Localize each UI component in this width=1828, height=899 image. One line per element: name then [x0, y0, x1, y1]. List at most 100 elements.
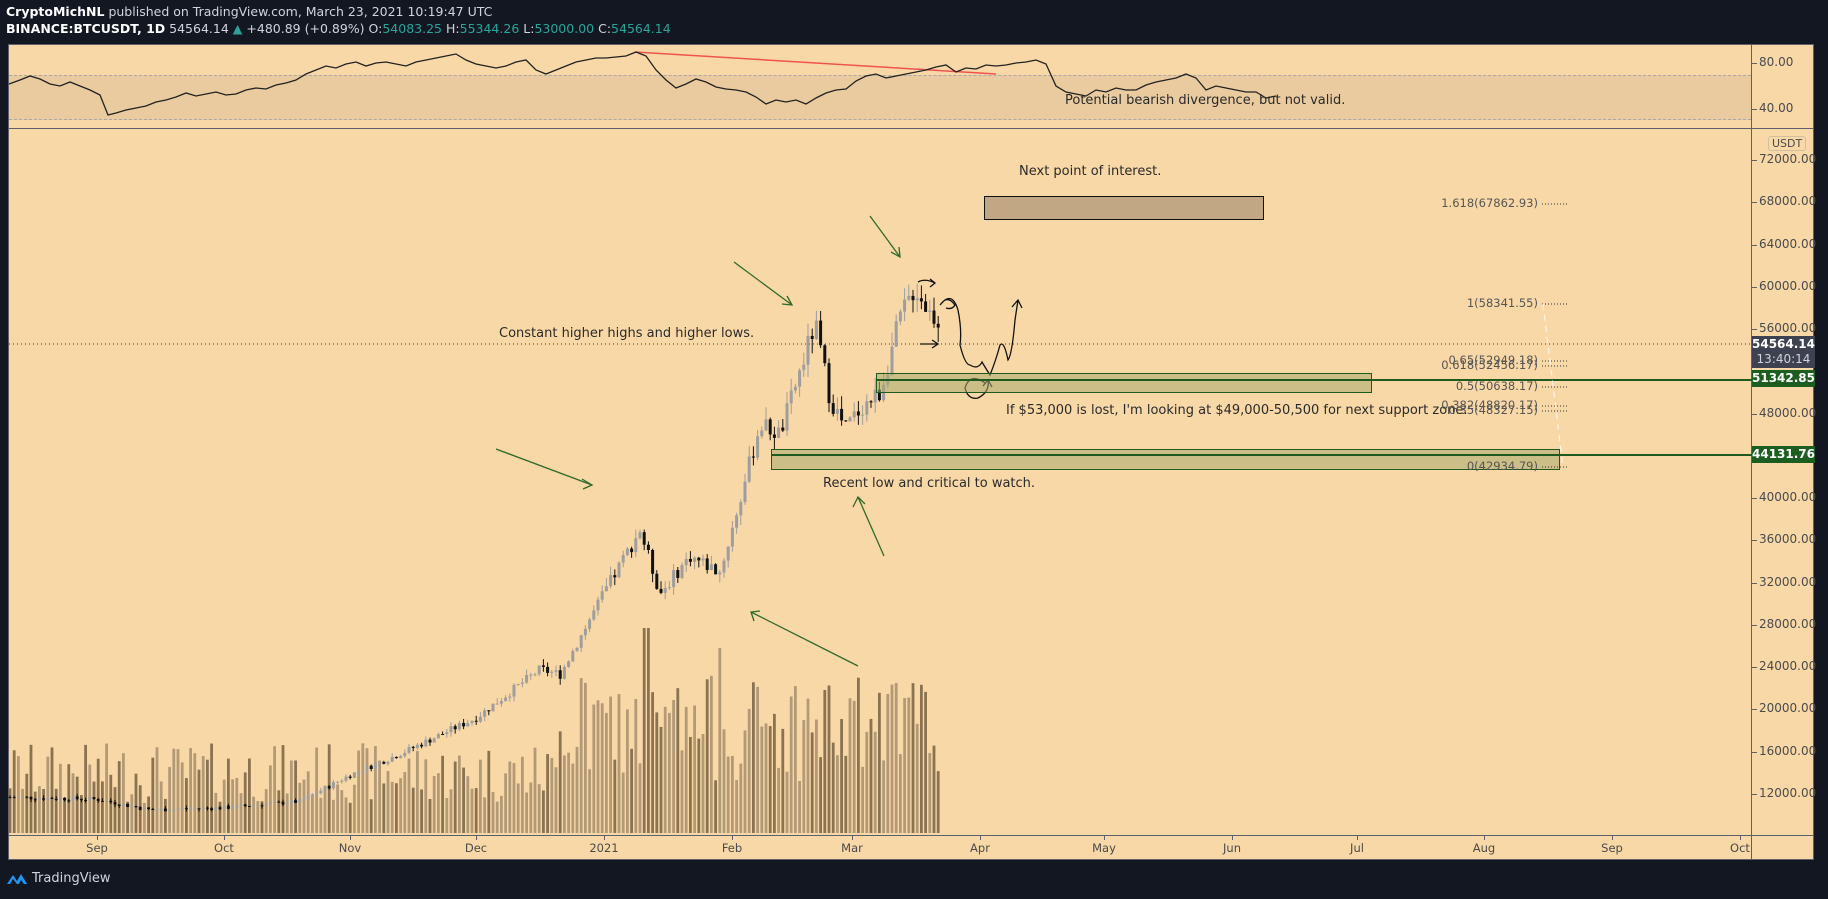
annotation-arrows	[495, 215, 901, 667]
high-label: H:	[446, 21, 460, 36]
recent-low-annotation[interactable]: Recent low and critical to watch.	[823, 476, 1036, 491]
price-axis-border	[1751, 44, 1752, 860]
symbol-label: BINANCE:BTCUSDT, 1D	[6, 21, 166, 36]
price-tick-label: 48000.00	[1759, 405, 1817, 420]
price-tick	[1751, 794, 1757, 795]
price-tick-label: 68000.00	[1759, 194, 1817, 209]
pane-separator[interactable]	[8, 128, 1814, 129]
last-price-value: 54564.14	[1752, 337, 1816, 351]
price-tick	[1751, 540, 1757, 542]
fib-level-065: 0.65(52949.18)	[1448, 353, 1538, 367]
level-line-44131[interactable]	[771, 454, 1752, 456]
time-label: Apr	[970, 841, 990, 855]
low-value: 53000.00	[534, 21, 595, 36]
price-tick-label: 36000.00	[1759, 532, 1817, 547]
hand-drawn-path	[917, 278, 1023, 399]
time-axis-separator	[8, 835, 1814, 836]
time-label: Oct	[1730, 841, 1750, 855]
poi-annotation[interactable]: Next point of interest.	[1019, 164, 1162, 179]
price-tick-label: 24000.00	[1759, 659, 1817, 674]
fib-level-035: 0.35(48327.15)	[1448, 403, 1538, 417]
price-tick-label: 28000.00	[1759, 616, 1817, 631]
time-label: Jun	[1223, 841, 1241, 855]
time-label: Feb	[721, 841, 743, 855]
last-price: 54564.14	[169, 21, 229, 36]
price-tick-label: 60000.00	[1759, 278, 1817, 293]
time-tick	[852, 835, 853, 840]
bar-countdown: 13:40:14	[1756, 352, 1811, 366]
time-tick	[476, 835, 477, 840]
close-value: 54564.14	[611, 21, 671, 36]
author-name[interactable]: CryptoMichNL	[6, 4, 105, 19]
fib-level-0382: 0.382(48820.17)	[1441, 398, 1538, 412]
fib-level-1: 1(58341.55)	[1466, 296, 1538, 310]
level-tag-44131: 44131.76	[1752, 446, 1816, 463]
tradingview-logo-icon	[7, 873, 27, 884]
price-tick-label: 16000.00	[1759, 743, 1817, 758]
next-point-of-interest-zone[interactable]	[984, 196, 1264, 220]
time-label: Oct	[214, 841, 234, 855]
last-price-tag: 54564.14 13:40:14	[1752, 336, 1815, 368]
price-tick-label: 64000.00	[1759, 236, 1817, 251]
price-tick	[1751, 582, 1757, 584]
support-zone[interactable]	[876, 373, 1372, 393]
currency-label[interactable]: USDT	[1768, 136, 1807, 151]
rsi-annotation[interactable]: Potential bearish divergence, but not va…	[1065, 93, 1346, 108]
rsi-tick	[1751, 63, 1757, 64]
price-tick	[1751, 286, 1757, 288]
time-tick	[604, 835, 605, 840]
price-tick-label: 40000.00	[1759, 490, 1817, 505]
footer: TradingView	[6, 871, 111, 886]
time-tick	[1104, 835, 1105, 840]
up-triangle-icon: ▲	[232, 21, 243, 36]
time-label: May	[1092, 841, 1116, 855]
price-tick-label: 32000.00	[1759, 574, 1817, 589]
rsi-tick-label: 40.00	[1759, 101, 1794, 115]
price-tick	[1751, 202, 1757, 204]
time-label: Dec	[464, 841, 488, 855]
price-tick	[1751, 160, 1757, 161]
divergence-line	[634, 51, 997, 75]
price-tick	[1751, 329, 1757, 331]
time-tick	[1484, 835, 1485, 840]
brand-name[interactable]: TradingView	[32, 871, 111, 886]
price-tick-label: 56000.00	[1759, 321, 1817, 336]
time-tick	[350, 835, 351, 840]
time-tick	[224, 835, 225, 840]
time-tick	[1740, 835, 1741, 840]
candles	[8, 283, 940, 813]
open-label: O:	[368, 21, 383, 36]
time-tick	[1357, 835, 1358, 840]
fib-level-05: 0.5(50638.17)	[1455, 379, 1538, 393]
close-label: C:	[598, 21, 612, 36]
high-value: 55344.26	[459, 21, 520, 36]
time-label: Sep	[1601, 841, 1623, 855]
time-label: Mar	[841, 841, 863, 855]
rsi-band	[9, 75, 1751, 120]
time-label: Aug	[1472, 841, 1496, 855]
rsi-tick-label: 80.00	[1759, 55, 1794, 69]
price-tick	[1751, 244, 1757, 246]
time-label: Sep	[86, 841, 108, 855]
price-tick-label: 72000.00	[1759, 152, 1817, 166]
price-tick	[1751, 624, 1757, 626]
support-annotation[interactable]: If $53,000 is lost, I'm looking at $49,0…	[1006, 403, 1468, 418]
time-tick	[1232, 835, 1233, 840]
time-tick	[1612, 835, 1613, 840]
time-tick	[732, 835, 733, 840]
price-change: +480.89 (+0.89%)	[246, 21, 365, 36]
price-tick-label: 20000.00	[1759, 701, 1817, 716]
level-line-51342[interactable]	[876, 379, 1752, 381]
time-label: Nov	[338, 841, 362, 855]
time-label: Jul	[1350, 841, 1364, 855]
time-label: 2021	[589, 841, 619, 855]
higher-highs-annotation[interactable]: Constant higher highs and higher lows.	[499, 326, 755, 341]
time-tick	[97, 835, 98, 840]
volume-bars	[8, 628, 940, 833]
time-tick	[980, 835, 981, 840]
price-tick	[1751, 751, 1757, 753]
price-tick	[1751, 709, 1757, 711]
fib-level-0: 0(42934.79)	[1466, 459, 1538, 473]
